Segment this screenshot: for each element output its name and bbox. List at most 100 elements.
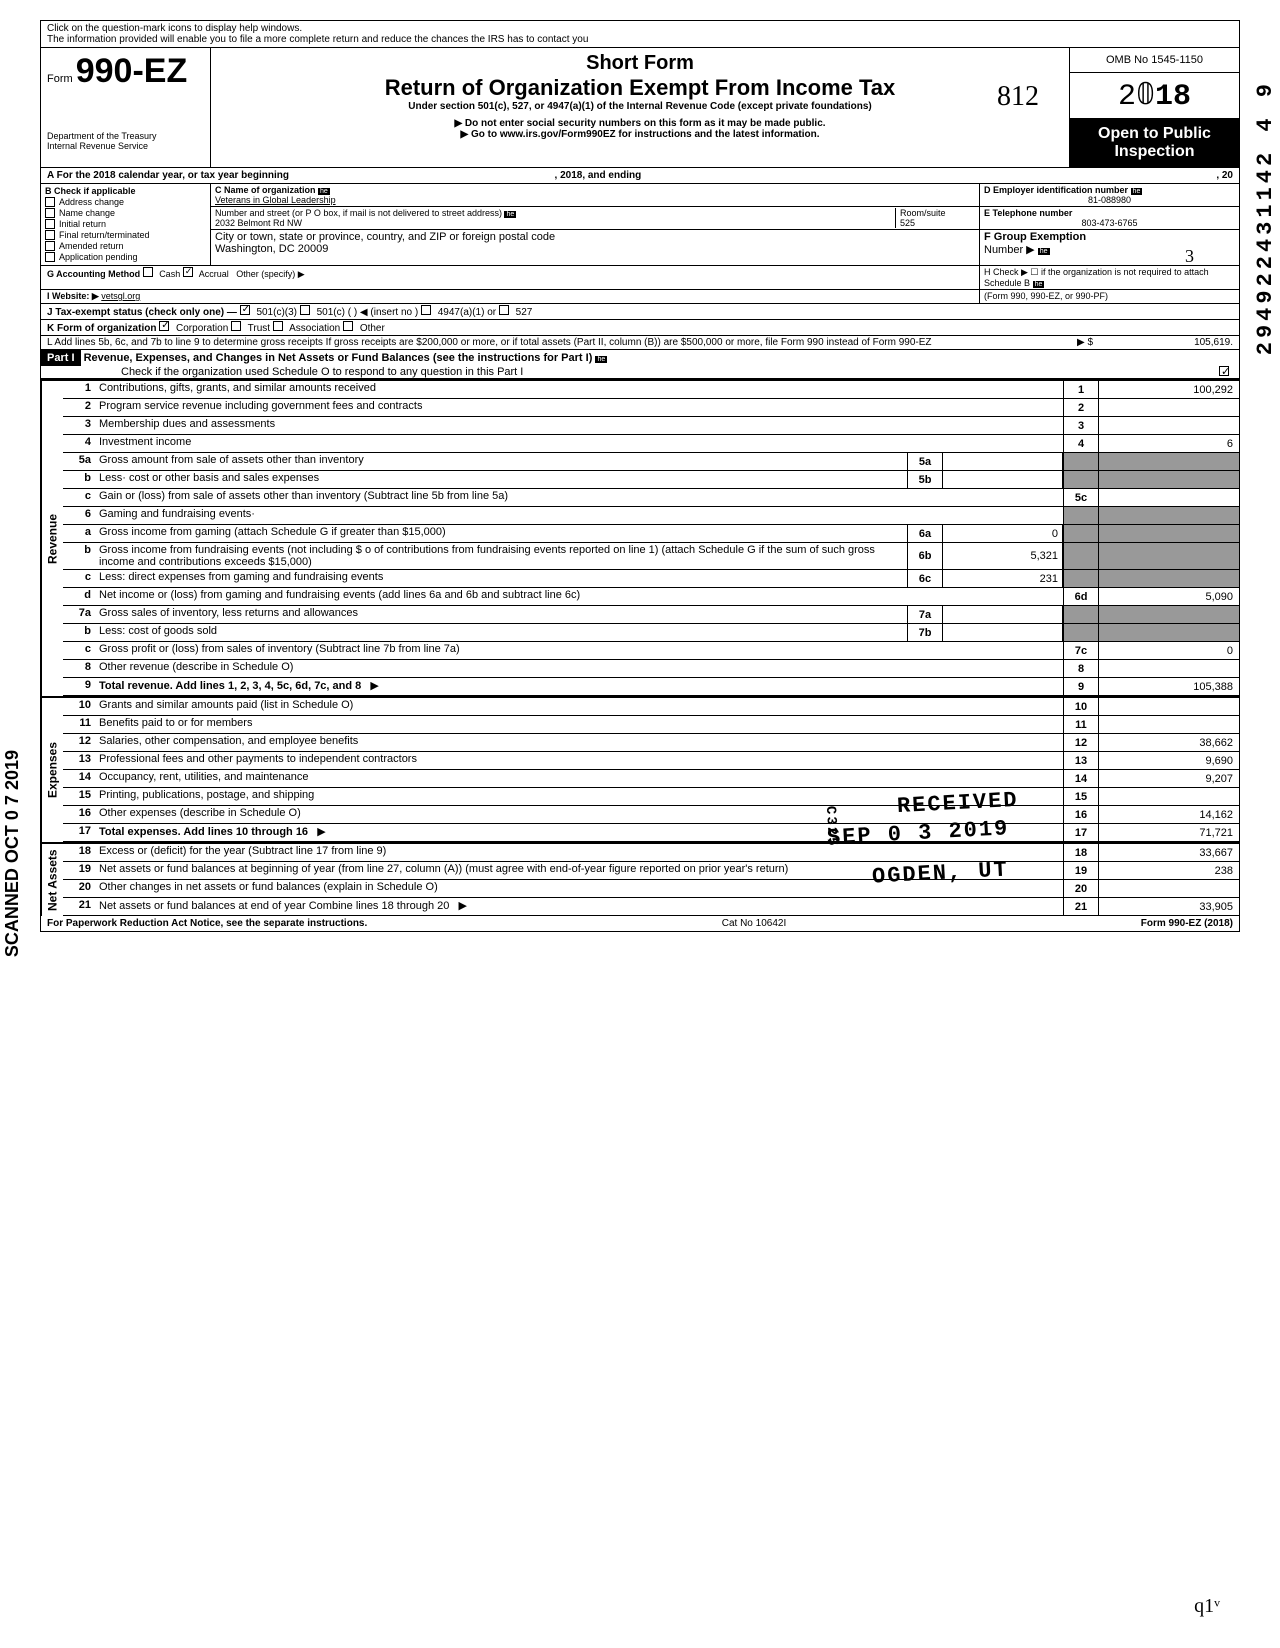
line-num: 14 — [63, 770, 95, 787]
end-num: 8 — [1063, 660, 1099, 677]
city-label: City or town, state or province, country… — [215, 231, 555, 243]
col-c: C Name of organization he Veterans in Gl… — [211, 184, 979, 265]
f-label2: Number ▶ — [984, 244, 1035, 256]
cb-other-org[interactable] — [343, 321, 353, 331]
line-desc: Excess or (deficit) for the year (Subtra… — [95, 844, 1063, 861]
end-val — [1099, 471, 1239, 488]
cb-initial[interactable] — [45, 219, 55, 229]
form-number: 990-EZ — [76, 52, 188, 90]
cb-schedo[interactable]: ✓ — [1219, 366, 1229, 376]
l-arrow: ▶ $ — [1053, 337, 1093, 348]
line-desc: Gross income from fundraising events (no… — [95, 543, 907, 569]
line-desc: Gross profit or (loss) from sales of inv… — [95, 642, 1063, 659]
cb-amended[interactable] — [45, 241, 55, 251]
do-not: ▶ Do not enter social security numbers o… — [219, 118, 1061, 129]
c-name-label: C Name of organization — [215, 185, 316, 195]
line-num: b — [63, 543, 95, 569]
mid-val — [943, 606, 1063, 623]
line-num: 9 — [63, 678, 95, 695]
end-num: 10 — [1063, 698, 1099, 715]
help-icon[interactable]: he — [504, 211, 516, 218]
line-row: bLess· cost or other basis and sales exp… — [63, 471, 1239, 489]
end-val: 6 — [1099, 435, 1239, 452]
end-val: 5,090 — [1099, 588, 1239, 605]
help-icon[interactable]: he — [1131, 188, 1143, 195]
end-val: 33,667 — [1099, 844, 1239, 861]
end-num: 18 — [1063, 844, 1099, 861]
end-num: 17 — [1063, 824, 1099, 841]
cb-final[interactable] — [45, 230, 55, 240]
line-desc: Gross sales of inventory, less returns a… — [95, 606, 907, 623]
cb-501c[interactable] — [300, 305, 310, 315]
line-row: 1Contributions, gifts, grants, and simil… — [63, 381, 1239, 399]
row-a-text: A For the 2018 calendar year, or tax yea… — [47, 170, 289, 181]
end-num — [1063, 471, 1099, 488]
line-row: 8Other revenue (describe in Schedule O)8 — [63, 660, 1239, 678]
end-num: 6d — [1063, 588, 1099, 605]
cb-accrual[interactable]: ✓ — [183, 267, 193, 277]
line-row: 21Net assets or fund balances at end of … — [63, 898, 1239, 916]
line-num: d — [63, 588, 95, 605]
line-num: 20 — [63, 880, 95, 897]
end-val — [1099, 570, 1239, 587]
b-title: B Check if applicable — [45, 186, 206, 196]
hand-812: 812 — [997, 81, 1039, 113]
end-num: 3 — [1063, 417, 1099, 434]
end-val — [1099, 624, 1239, 641]
line-row: 5aGross amount from sale of assets other… — [63, 453, 1239, 471]
side-scanned: SCANNED OCT 0 7 2019 — [2, 750, 23, 957]
mid-val: 5,321 — [943, 543, 1063, 569]
line-num: 21 — [63, 898, 95, 915]
cb-cash[interactable] — [143, 267, 153, 277]
line-num: 1 — [63, 381, 95, 398]
row-a-tail: , 20 — [1216, 170, 1233, 181]
row-i: I Website: ▶ vetsgl.org (Form 990, 990-E… — [41, 290, 1239, 304]
help-icon[interactable]: he — [318, 188, 330, 195]
k-opt2: Association — [289, 323, 340, 334]
help-icon[interactable]: he — [595, 356, 607, 363]
end-num: 20 — [1063, 880, 1099, 897]
cb-name[interactable] — [45, 208, 55, 218]
line-num: c — [63, 489, 95, 506]
line-num: 3 — [63, 417, 95, 434]
line-num: a — [63, 525, 95, 542]
cb-4947[interactable] — [421, 305, 431, 315]
h-text2: (Form 990, 990-EZ, or 990-PF) — [984, 291, 1108, 301]
help-icon[interactable]: he — [1038, 248, 1050, 255]
expenses-section: Expenses 10Grants and similar amounts pa… — [41, 696, 1239, 842]
end-num — [1063, 507, 1099, 524]
h-text: H Check ▶ ☐ if the organization is not r… — [984, 267, 1209, 288]
cb-pending[interactable] — [45, 252, 55, 262]
cb-trust[interactable] — [231, 321, 241, 331]
end-num: 4 — [1063, 435, 1099, 452]
help-icon[interactable]: he — [1033, 281, 1045, 288]
line-num: 6 — [63, 507, 95, 524]
cb-assoc[interactable] — [273, 321, 283, 331]
omb: OMB No 1545-1150 — [1070, 48, 1239, 73]
line-num: 8 — [63, 660, 95, 677]
cb-address[interactable] — [45, 197, 55, 207]
end-val — [1099, 698, 1239, 715]
cb-527[interactable] — [499, 305, 509, 315]
cb-501c3[interactable]: ✓ — [240, 305, 250, 315]
line-num: 11 — [63, 716, 95, 733]
line-desc: Membership dues and assessments — [95, 417, 1063, 434]
k-opt1: Trust — [248, 323, 270, 334]
mid-val — [943, 471, 1063, 488]
cb-corp[interactable]: ✓ — [159, 321, 169, 331]
end-val: 33,905 — [1099, 898, 1239, 915]
j-opt2: ) ◀ (insert no ) — [354, 307, 418, 318]
end-num: 1 — [1063, 381, 1099, 398]
end-val — [1099, 788, 1239, 805]
end-num: 13 — [1063, 752, 1099, 769]
revenue-section: Revenue 1Contributions, gifts, grants, a… — [41, 379, 1239, 696]
header-right: OMB No 1545-1150 2𝟘18 Open to Public Ins… — [1069, 48, 1239, 167]
line-row: 17Total expenses. Add lines 10 through 1… — [63, 824, 1239, 842]
mid-num: 6c — [907, 570, 943, 587]
col-b: B Check if applicable Address change Nam… — [41, 184, 211, 265]
end-val — [1099, 543, 1239, 569]
line-num: c — [63, 642, 95, 659]
end-val — [1099, 417, 1239, 434]
end-num: 16 — [1063, 806, 1099, 823]
line-desc: Net assets or fund balances at end of ye… — [95, 898, 1063, 915]
